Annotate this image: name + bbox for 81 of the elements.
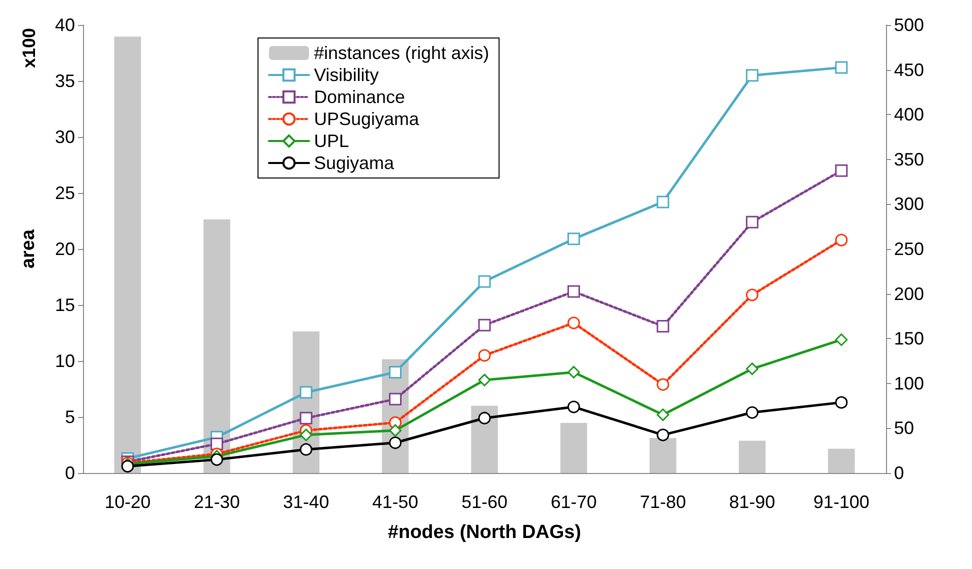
- point: [656, 320, 670, 333]
- point: [478, 275, 491, 288]
- point: [567, 400, 580, 414]
- point: [835, 164, 848, 177]
- bar: [828, 448, 855, 473]
- text: x100: [19, 28, 39, 68]
- point: [389, 424, 402, 437]
- point: [121, 460, 134, 473]
- point: [389, 436, 402, 450]
- y2-tick-label: 500: [894, 15, 924, 35]
- y2-tick-label: 350: [894, 149, 924, 170]
- point: [746, 69, 758, 82]
- point: [746, 216, 758, 228]
- x-tick-label: 10-20: [104, 492, 151, 512]
- point: [210, 438, 224, 450]
- point: [300, 386, 312, 399]
- x-tick-label: 21-30: [194, 492, 240, 512]
- legend-label: UPSugiyama: [314, 109, 420, 129]
- x-tick-label: 61-70: [550, 492, 597, 512]
- point: [567, 316, 580, 330]
- y-tick-label: 10: [54, 351, 75, 371]
- bar: [203, 219, 230, 473]
- bar: [650, 438, 676, 473]
- legend-label: Visibility: [314, 65, 379, 85]
- point: [746, 362, 758, 376]
- x-tick-label: 81-90: [729, 492, 776, 512]
- point: [656, 428, 670, 442]
- legend-label: Sugiyama: [314, 153, 396, 173]
- y2-tick-label: 100: [894, 373, 924, 394]
- point: [746, 288, 758, 302]
- x-axis-title: #nodes (North DAGs): [388, 522, 582, 543]
- y2-tick-label: 450: [894, 60, 924, 80]
- y-tick-label: 15: [54, 295, 75, 315]
- y2-tick-label: 0: [894, 463, 904, 483]
- legend-label: #instances (right axis): [314, 43, 490, 63]
- point: [389, 366, 402, 378]
- point: [835, 333, 848, 346]
- y2-tick-label: 250: [894, 239, 924, 259]
- legend-label: Dominance: [314, 87, 406, 107]
- y-tick-label: 20: [54, 239, 75, 259]
- bar: [471, 406, 498, 473]
- y-tick-label: 5: [64, 407, 75, 427]
- legend-label: UPL: [314, 131, 350, 151]
- point: [478, 412, 491, 424]
- x-tick-label: 71-80: [640, 492, 686, 512]
- y2-tick-label: 200: [894, 284, 924, 304]
- y2-tick-label: 50: [894, 418, 914, 438]
- point: [478, 349, 491, 362]
- point: [389, 392, 402, 406]
- y-tick-label: 0: [64, 463, 75, 483]
- x-tick-label: 41-50: [372, 492, 418, 512]
- x-tick-label: 31-40: [283, 492, 330, 512]
- bar: [560, 422, 588, 473]
- point: [478, 318, 491, 332]
- y2-tick-label: 400: [894, 104, 924, 125]
- point: [835, 396, 848, 409]
- point: [835, 234, 848, 246]
- y-tick-label: 25: [54, 183, 75, 203]
- point: [300, 428, 312, 442]
- y-tick-label: 40: [54, 15, 75, 35]
- point: [656, 378, 670, 391]
- x-tick-label: 91-100: [813, 492, 870, 512]
- y-tick-label: 35: [54, 71, 75, 91]
- y2-tick-label: 300: [894, 194, 924, 214]
- point: [746, 406, 758, 419]
- x-tick-label: 51-60: [461, 492, 508, 512]
- point: [300, 412, 312, 424]
- point: [478, 374, 491, 386]
- bar: [738, 440, 766, 473]
- bar: [114, 36, 141, 473]
- point: [567, 232, 580, 246]
- point: [567, 285, 580, 298]
- y-tick-label: 30: [54, 127, 75, 147]
- point: [210, 453, 224, 466]
- point: [656, 408, 670, 422]
- point: [300, 443, 312, 456]
- point: [567, 366, 580, 378]
- y-axis-title: area: [18, 229, 39, 269]
- y2-tick-label: 150: [894, 328, 924, 349]
- point: [835, 61, 848, 74]
- point: [656, 196, 670, 208]
